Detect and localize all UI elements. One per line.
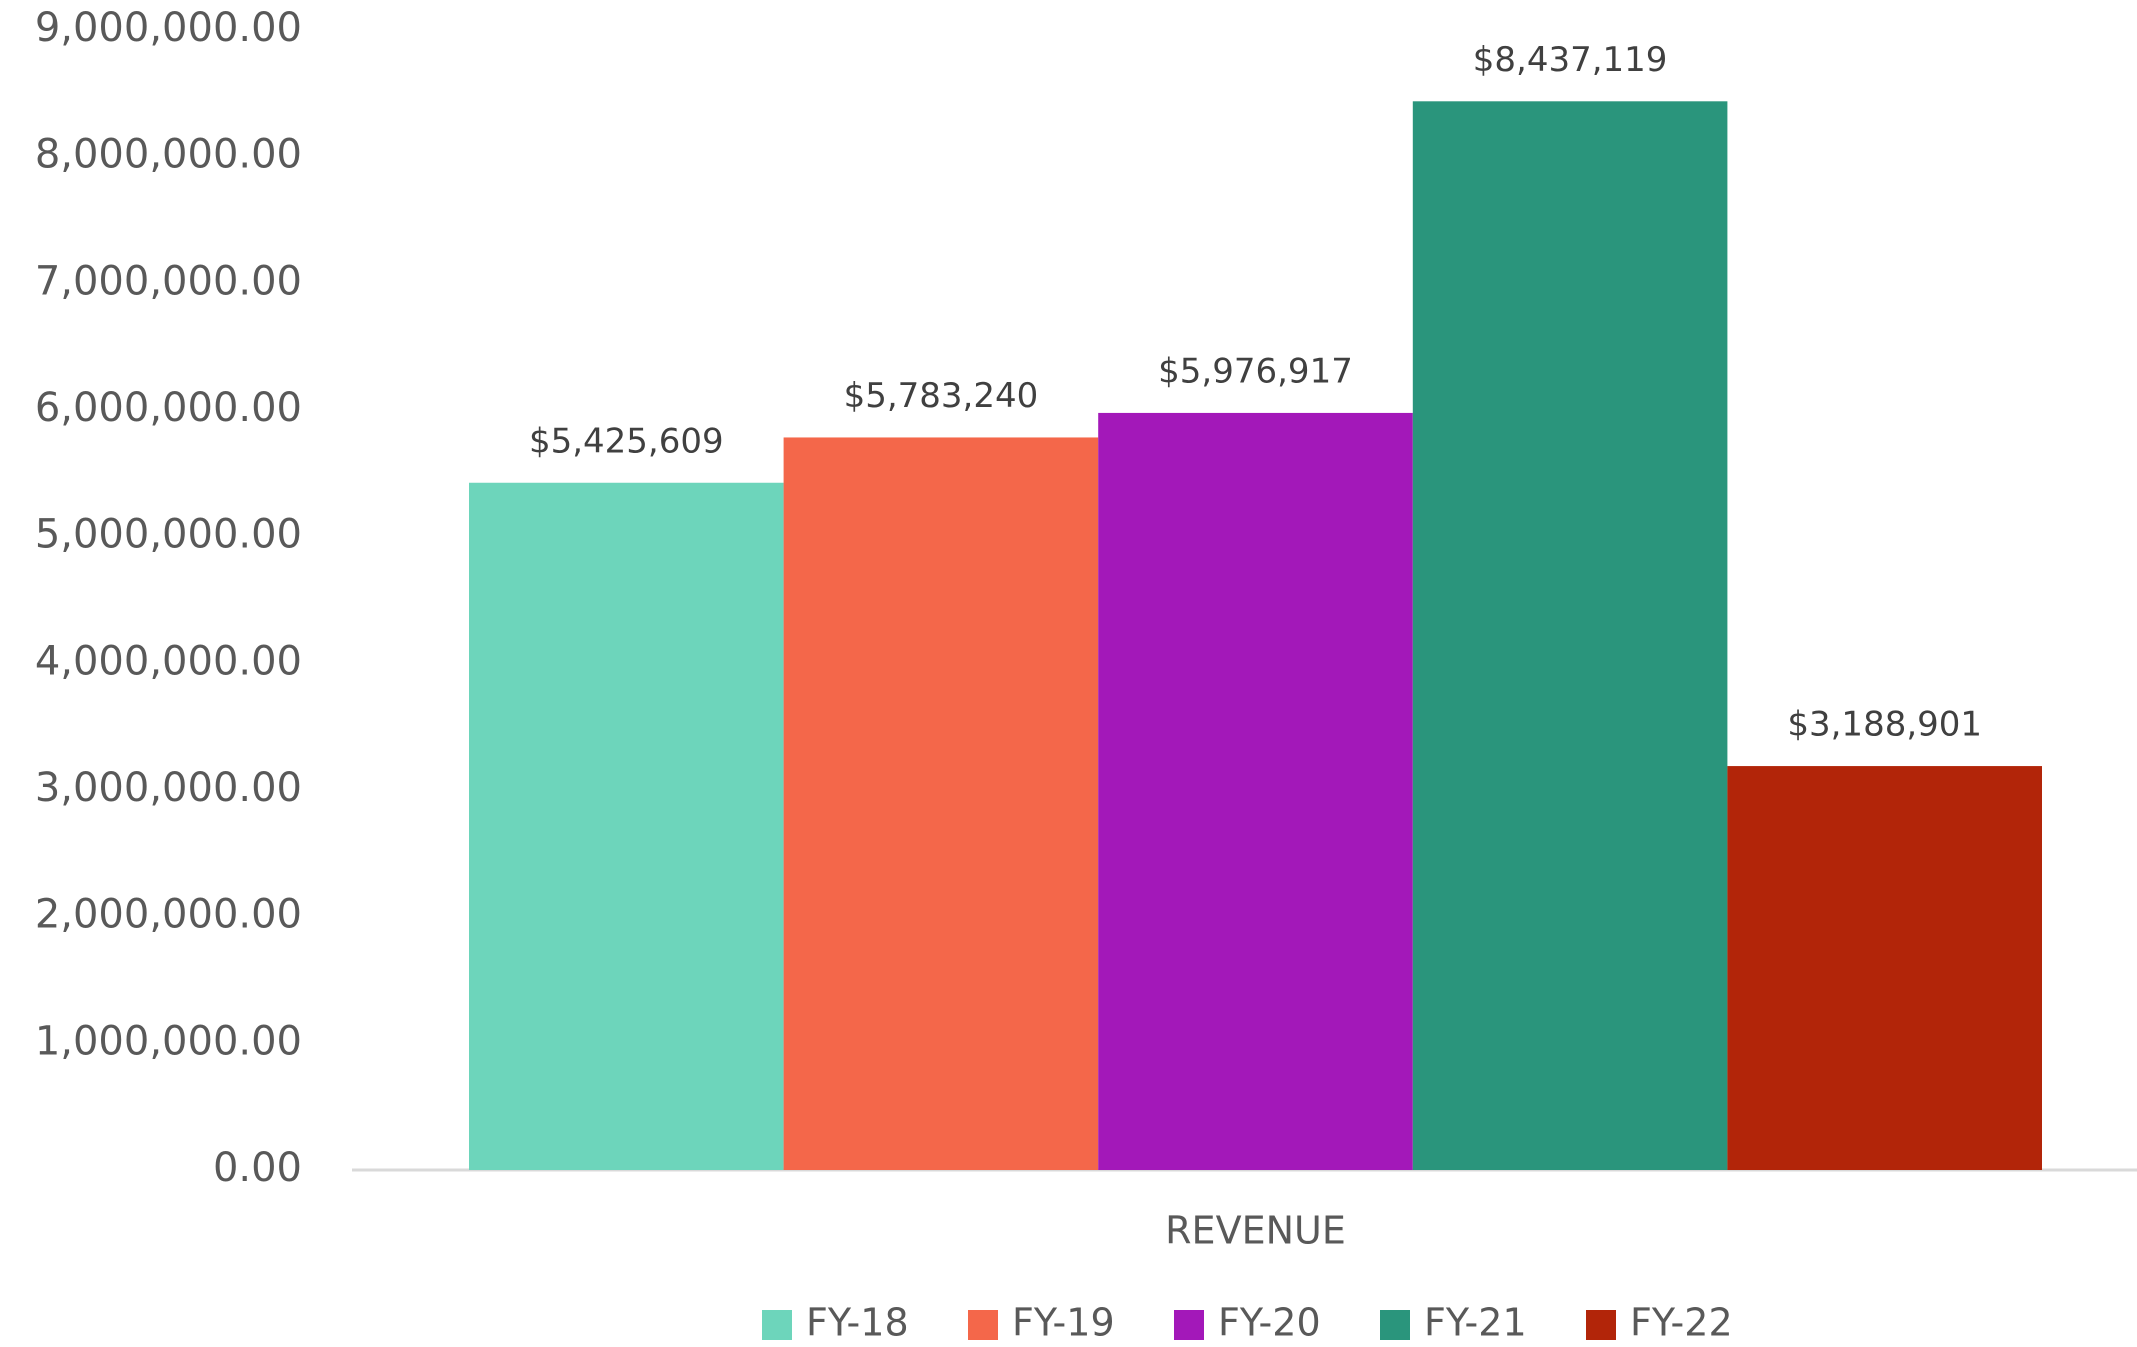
y-tick-label: 7,000,000.00 — [35, 258, 302, 304]
data-label: $8,437,119 — [1473, 40, 1668, 80]
y-tick-label: 8,000,000.00 — [35, 132, 302, 178]
y-tick-label: 1,000,000.00 — [35, 1018, 302, 1064]
data-label: $3,188,901 — [1787, 705, 1982, 745]
legend-swatch — [1174, 1310, 1204, 1340]
y-tick-label: 6,000,000.00 — [35, 385, 302, 431]
legend-label: FY-21 — [1424, 1301, 1527, 1345]
bar — [1727, 766, 2042, 1170]
bar — [1412, 101, 1728, 1171]
legend-swatch — [968, 1310, 998, 1340]
legend-swatch — [1586, 1310, 1616, 1340]
legend-label: FY-20 — [1218, 1301, 1321, 1345]
legend-label: FY-18 — [806, 1301, 909, 1345]
legend-label: FY-19 — [1012, 1301, 1115, 1345]
legend-swatch — [1380, 1310, 1410, 1340]
y-tick-label: 3,000,000.00 — [35, 765, 302, 811]
legend-swatch — [762, 1310, 792, 1340]
y-tick-label: 9,000,000.00 — [35, 5, 302, 51]
y-tick-label: 4,000,000.00 — [35, 638, 302, 684]
data-label: $5,976,917 — [1158, 351, 1353, 391]
bar — [783, 437, 1099, 1170]
data-label: $5,783,240 — [844, 376, 1039, 416]
y-tick-label: 2,000,000.00 — [35, 892, 302, 938]
legend-label: FY-22 — [1630, 1301, 1733, 1345]
bar — [469, 482, 784, 1170]
x-tick-label: REVENUE — [1165, 1209, 1346, 1253]
bar — [1098, 412, 1413, 1171]
data-label: $5,425,609 — [529, 421, 724, 461]
y-tick-label: 0.00 — [213, 1145, 302, 1191]
y-tick-label: 5,000,000.00 — [35, 512, 302, 558]
